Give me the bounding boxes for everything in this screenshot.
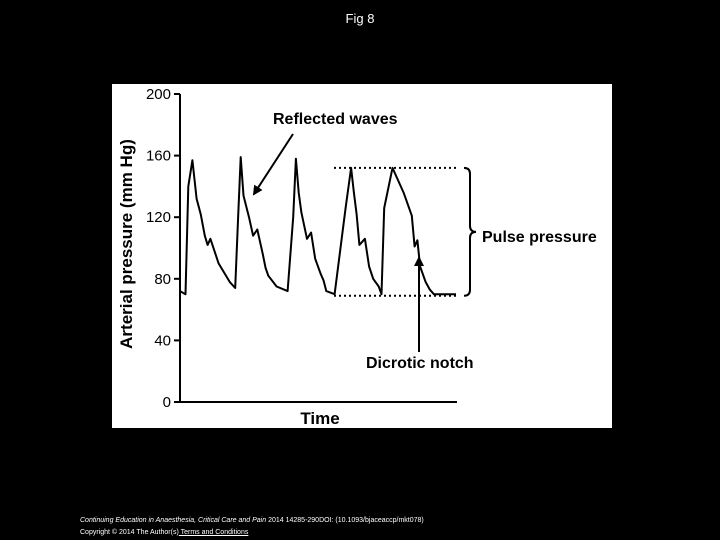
y-tick-label: 80 bbox=[154, 271, 171, 288]
y-tick-label: 200 bbox=[146, 86, 171, 103]
axes bbox=[179, 94, 457, 403]
pulse-pressure-label: Pulse pressure bbox=[482, 229, 597, 246]
terms-link[interactable]: Terms and Conditions bbox=[178, 529, 249, 536]
citation-text: 2014 14285-290DOI: (10.1093/bjaceaccp/mk… bbox=[266, 517, 424, 524]
reference-lines bbox=[334, 166, 459, 297]
series-line-0 bbox=[179, 156, 456, 296]
citation-line: Continuing Education in Anaesthesia, Cri… bbox=[80, 515, 424, 527]
annotations: Reflected waves Pulse pressure Dicrotic no… bbox=[252, 111, 597, 372]
dicrotic-notch-label: Dicrotic notch bbox=[366, 355, 474, 372]
x-axis-label: Time bbox=[300, 409, 339, 428]
series-layer bbox=[179, 156, 456, 296]
pressure-waveform-chart: 0 40 80 120 160 200 Reflected waves Pulse pres… bbox=[117, 86, 597, 428]
y-tick-label: 40 bbox=[154, 332, 171, 349]
y-tick-label: 120 bbox=[146, 209, 171, 226]
y-ticks: 0 40 80 120 160 200 bbox=[146, 86, 180, 411]
y-tick-label: 0 bbox=[163, 394, 171, 411]
copyright-line: Copyright © 2014 The Author(s) Terms and… bbox=[80, 527, 424, 539]
reflected-waves-arrow bbox=[252, 133, 294, 196]
figure-panel: 0 40 80 120 160 200 Reflected waves Pulse pres… bbox=[112, 84, 612, 428]
y-tick-label: 160 bbox=[146, 148, 171, 165]
journal-name: Continuing Education in Anaesthesia, Cri… bbox=[80, 517, 267, 524]
y-axis-label: Arterial pressure (mm Hg) bbox=[117, 139, 136, 349]
reflected-waves-label: Reflected waves bbox=[273, 111, 398, 128]
pulse-pressure-brace bbox=[463, 166, 477, 297]
slide-title: Fig 8 bbox=[345, 11, 375, 26]
citation-footer: Continuing Education in Anaesthesia, Cri… bbox=[80, 515, 424, 539]
copyright-text: Copyright © 2014 The Author(s) bbox=[80, 529, 179, 536]
